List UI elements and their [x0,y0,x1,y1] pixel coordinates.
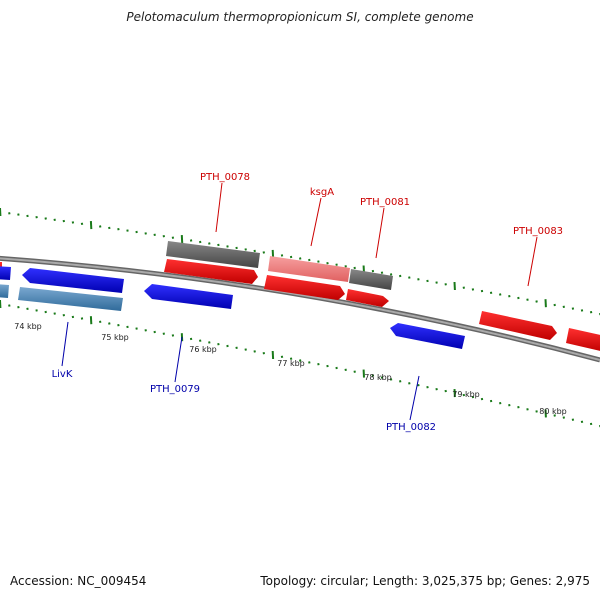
gene-pth0083[interactable] [479,311,557,340]
gene-pth0082[interactable] [390,323,465,349]
gene-ksga[interactable] [264,275,345,300]
label-ksga[interactable]: ksgA [310,187,334,198]
scale-label-74kbp: 74 kbp [14,322,42,331]
label-pth0078[interactable]: PTH_0078 [200,172,250,183]
scale-label-79kbp: 79 kbp [452,390,480,399]
label-pth0082[interactable]: PTH_0082 [386,422,436,433]
label-pth0083[interactable]: PTH_0083 [513,226,563,237]
gene-pth0079[interactable] [144,284,233,309]
scale-label-78kbp: 78 kbp [364,373,392,382]
gene-left-blue[interactable] [0,266,11,280]
scale-label-75kbp: 75 kbp [101,333,129,342]
inner-tick-row [0,299,600,428]
gene-pth0078-outer[interactable] [166,241,260,268]
gene-pth0084[interactable] [566,328,600,352]
label-pth0081[interactable]: PTH_0081 [360,197,410,208]
gene-pth0078[interactable] [164,259,258,284]
gene-pth0081-outer[interactable] [349,269,393,290]
gene-steel-left[interactable] [0,284,9,298]
scale-label-76kbp: 76 kbp [189,345,217,354]
map-title: Pelotomaculum thermopropionicum SI, comp… [126,10,474,24]
scale-label-80kbp: 80 kbp [539,407,567,416]
genome-summary-text: Topology: circular; Length: 3,025,375 bp… [260,574,590,588]
label-pth0079[interactable]: PTH_0079 [150,384,200,395]
gene-ksga-outer[interactable] [268,256,350,282]
outer-tick-row [0,207,600,316]
label-leaders [61,182,538,421]
gene-pth0077[interactable] [22,268,124,293]
label-livk[interactable]: LivK [52,369,73,380]
gene-livk[interactable] [18,287,123,311]
gene-pth0081[interactable] [346,289,389,307]
scale-label-77kbp: 77 kbp [277,359,305,368]
accession-text: Accession: NC_009454 [10,574,147,588]
